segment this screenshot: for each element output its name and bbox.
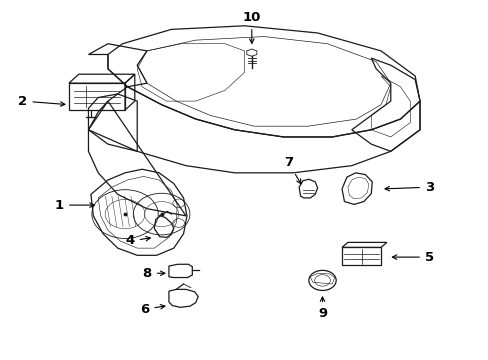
Text: 10: 10 [242, 11, 261, 43]
Text: 6: 6 [140, 303, 164, 316]
Text: 7: 7 [283, 156, 300, 184]
Text: 4: 4 [125, 234, 150, 247]
Text: 1: 1 [55, 199, 94, 212]
Text: 2: 2 [19, 95, 65, 108]
Text: 8: 8 [142, 267, 164, 280]
Text: 5: 5 [391, 251, 433, 264]
Text: 9: 9 [317, 297, 326, 320]
Text: 3: 3 [384, 181, 433, 194]
